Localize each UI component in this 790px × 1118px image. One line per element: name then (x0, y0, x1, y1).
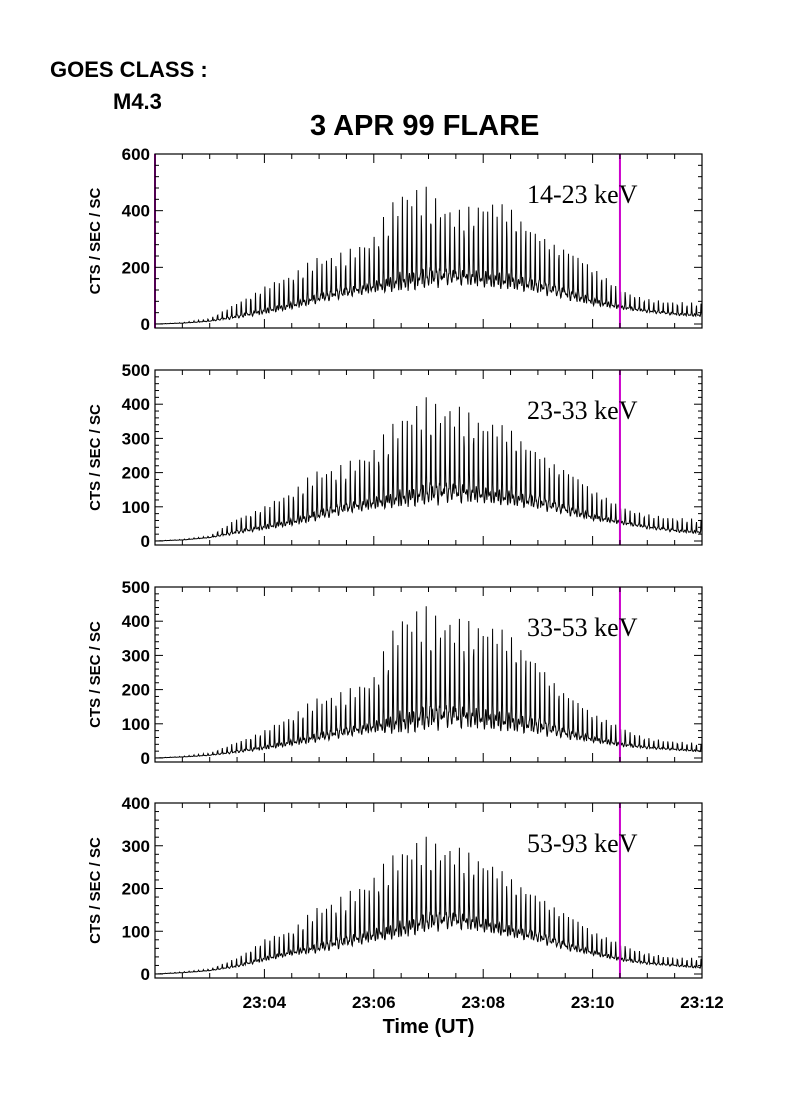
goes-class-value: M4.3 (113, 89, 162, 114)
y-tick-label: 400 (122, 794, 150, 813)
y-tick-label: 200 (122, 464, 150, 483)
x-axis-label: Time (UT) (383, 1016, 475, 1038)
x-tick-label: 23:10 (571, 993, 614, 1012)
y-tick-label: 300 (122, 646, 150, 665)
y-axis-label: CTS / SEC / SC (87, 404, 104, 511)
y-tick-label: 100 (122, 715, 150, 734)
y-tick-label: 200 (122, 681, 150, 700)
y-tick-label: 500 (122, 578, 150, 597)
chart-title: 3 APR 99 FLARE (310, 110, 540, 142)
y-tick-label: 0 (141, 315, 150, 334)
x-tick-label: 23:06 (352, 993, 395, 1012)
y-tick-label: 400 (122, 612, 150, 631)
lightcurve-trace (155, 606, 703, 759)
y-axis-label: CTS / SEC / SC (87, 187, 104, 294)
y-tick-label: 300 (122, 429, 150, 448)
y-tick-label: 0 (141, 532, 150, 551)
y-axis-label: CTS / SEC / SC (87, 621, 104, 728)
x-tick-label: 23:12 (680, 993, 723, 1012)
y-tick-label: 600 (122, 145, 150, 164)
y-tick-label: 400 (122, 202, 150, 221)
y-tick-label: 200 (122, 880, 150, 899)
energy-band-label: 23-33 keV (527, 396, 638, 425)
x-tick-label: 23:04 (243, 993, 287, 1012)
energy-band-label: 53-93 keV (527, 829, 638, 858)
lightcurve-trace (155, 397, 703, 542)
y-tick-label: 500 (122, 361, 150, 380)
y-tick-label: 300 (122, 837, 150, 856)
lightcurve-trace (155, 836, 703, 975)
energy-band-label: 14-23 keV (527, 180, 638, 209)
energy-band-label: 33-53 keV (527, 613, 638, 642)
y-tick-label: 0 (141, 749, 150, 768)
y-tick-label: 0 (141, 965, 150, 984)
lightcurve-trace (155, 186, 703, 325)
y-axis-label: CTS / SEC / SC (87, 837, 104, 944)
y-tick-label: 200 (122, 258, 150, 277)
x-tick-label: 23:08 (461, 993, 504, 1012)
y-tick-label: 100 (122, 498, 150, 517)
goes-class-label: GOES CLASS : (50, 57, 208, 82)
y-tick-label: 100 (122, 922, 150, 941)
y-tick-label: 400 (122, 395, 150, 414)
